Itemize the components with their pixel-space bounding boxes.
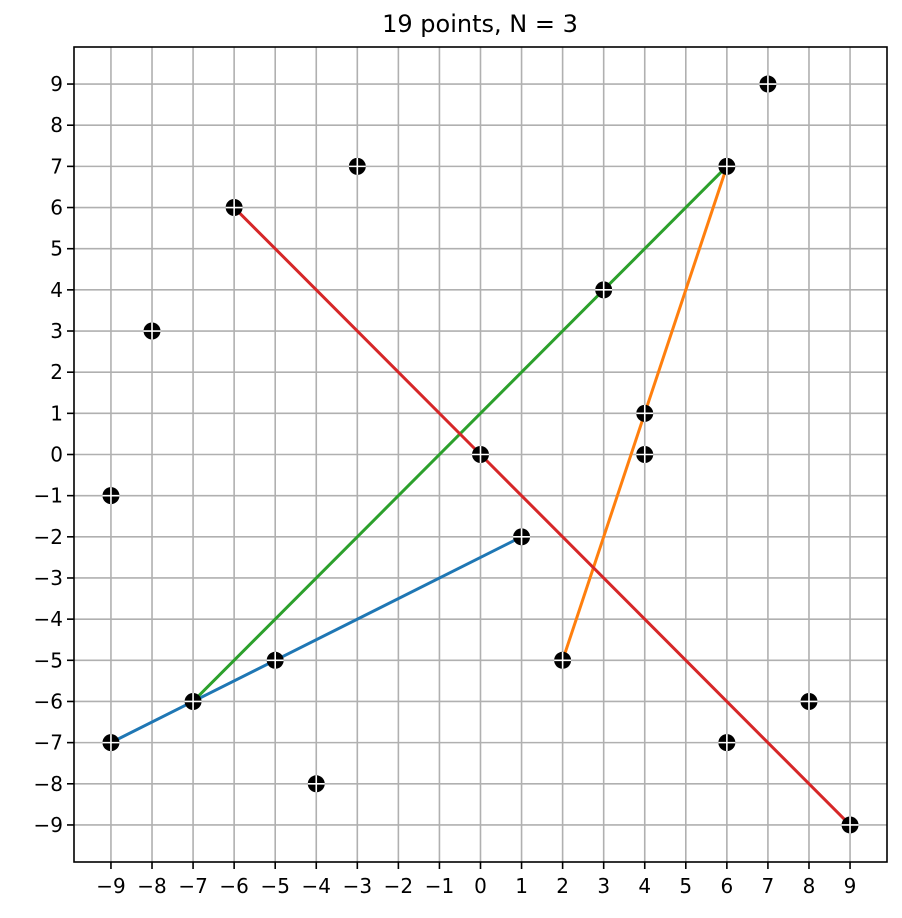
series-line-4	[233, 206, 852, 827]
y-tick-label: −8	[34, 772, 63, 796]
y-tick-label: 8	[50, 113, 63, 137]
x-tick-label: −3	[343, 874, 372, 898]
y-tick-label: 9	[50, 72, 63, 96]
data-point	[759, 75, 777, 93]
y-tick-label: −2	[34, 525, 63, 549]
y-tick-label: −4	[34, 607, 63, 631]
x-tick-label: −9	[96, 874, 125, 898]
data-point	[718, 734, 736, 752]
x-tick-label: 6	[720, 874, 733, 898]
x-axis-ticks: −9 −8 −7 −6 −5 −4 −3 −2 −1 0 1 2 3 4 5 6 7 8 9	[96, 862, 856, 898]
y-tick-label: 5	[50, 237, 63, 261]
y-tick-label: −1	[34, 484, 63, 508]
data-point	[841, 816, 859, 834]
x-tick-label: 2	[556, 874, 569, 898]
y-tick-label: 3	[50, 319, 63, 343]
series-line-1	[110, 535, 523, 744]
data-point	[307, 775, 325, 793]
chart-title: 19 points, N = 3	[382, 10, 578, 38]
x-tick-label: 3	[597, 874, 610, 898]
y-tick-label: 4	[50, 278, 63, 302]
data-point	[472, 446, 489, 463]
data-point	[102, 734, 120, 752]
x-tick-label: 0	[474, 874, 487, 898]
x-tick-label: −7	[178, 874, 207, 898]
data-point	[266, 651, 284, 669]
x-tick-label: −2	[384, 874, 413, 898]
data-point	[718, 157, 736, 175]
x-tick-label: −4	[302, 874, 331, 898]
data-point	[184, 692, 202, 710]
x-tick-label: 9	[844, 874, 857, 898]
y-tick-label: −3	[34, 566, 63, 590]
y-tick-label: 1	[50, 401, 63, 425]
data-point	[143, 322, 161, 340]
x-tick-label: 1	[515, 874, 528, 898]
y-tick-label: −6	[34, 689, 63, 713]
y-tick-label: −7	[34, 731, 63, 755]
data-point	[554, 651, 572, 669]
x-tick-label: 4	[638, 874, 651, 898]
data-point	[800, 692, 818, 710]
data-point	[102, 487, 120, 505]
data-point	[636, 446, 654, 463]
y-tick-label: 6	[50, 196, 63, 220]
x-tick-label: −1	[425, 874, 454, 898]
y-tick-label: −5	[34, 648, 63, 672]
data-points	[102, 75, 859, 834]
x-tick-label: 5	[679, 874, 692, 898]
x-tick-label: 7	[762, 874, 775, 898]
data-point	[513, 528, 531, 546]
data-point	[348, 157, 366, 175]
data-point	[636, 404, 654, 422]
y-tick-label: 7	[50, 154, 63, 178]
x-tick-label: 8	[803, 874, 816, 898]
y-tick-label: 2	[50, 360, 63, 384]
y-axis-ticks: −9 −8 −7 −6 −5 −4 −3 −2 −1 0 1 2 3 4 5 6 7 8 9	[34, 72, 74, 837]
y-tick-label: −9	[34, 813, 63, 837]
data-point	[225, 199, 243, 217]
x-tick-label: −8	[137, 874, 166, 898]
data-point	[595, 281, 613, 299]
y-tick-label: 0	[50, 443, 63, 467]
x-tick-label: −6	[219, 874, 248, 898]
x-tick-label: −5	[260, 874, 289, 898]
